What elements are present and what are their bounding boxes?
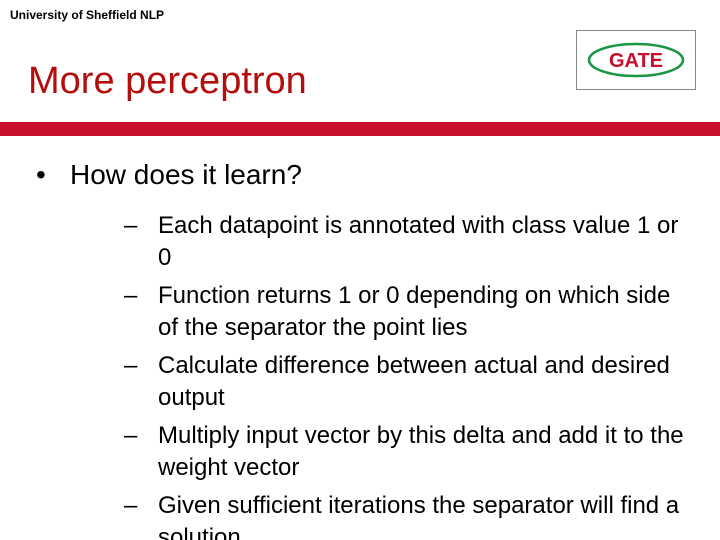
dash-glyph: – [122, 490, 158, 522]
bullet-level2-item: – Given sufficient iterations the separa… [122, 490, 690, 540]
header-label: University of Sheffield NLP [10, 8, 164, 22]
bullet-level2-text: Calculate difference between actual and … [158, 350, 690, 414]
dash-glyph: – [122, 280, 158, 312]
bullet-level2-list: – Each datapoint is annotated with class… [122, 210, 690, 540]
title-underline-bar [0, 122, 720, 136]
bullet-level2-text: Multiply input vector by this delta and … [158, 420, 690, 484]
dash-glyph: – [122, 420, 158, 452]
bullet-glyph: • [30, 158, 70, 192]
slide-content: • How does it learn? – Each datapoint is… [30, 158, 690, 540]
bullet-level1: • How does it learn? [30, 158, 690, 192]
gate-logo-svg: GATE [586, 40, 686, 80]
dash-glyph: – [122, 350, 158, 382]
dash-glyph: – [122, 210, 158, 242]
bullet-level2-item: – Calculate difference between actual an… [122, 350, 690, 414]
gate-logo: GATE [576, 30, 696, 90]
slide-title: More perceptron [28, 60, 307, 103]
logo-text: GATE [609, 50, 663, 72]
bullet-level2-text: Each datapoint is annotated with class v… [158, 210, 690, 274]
bullet-level2-item: – Each datapoint is annotated with class… [122, 210, 690, 274]
bullet-level1-text: How does it learn? [70, 158, 302, 192]
bullet-level2-text: Given sufficient iterations the separato… [158, 490, 690, 540]
bullet-level2-item: – Multiply input vector by this delta an… [122, 420, 690, 484]
bullet-level2-item: – Function returns 1 or 0 depending on w… [122, 280, 690, 344]
bullet-level2-text: Function returns 1 or 0 depending on whi… [158, 280, 690, 344]
